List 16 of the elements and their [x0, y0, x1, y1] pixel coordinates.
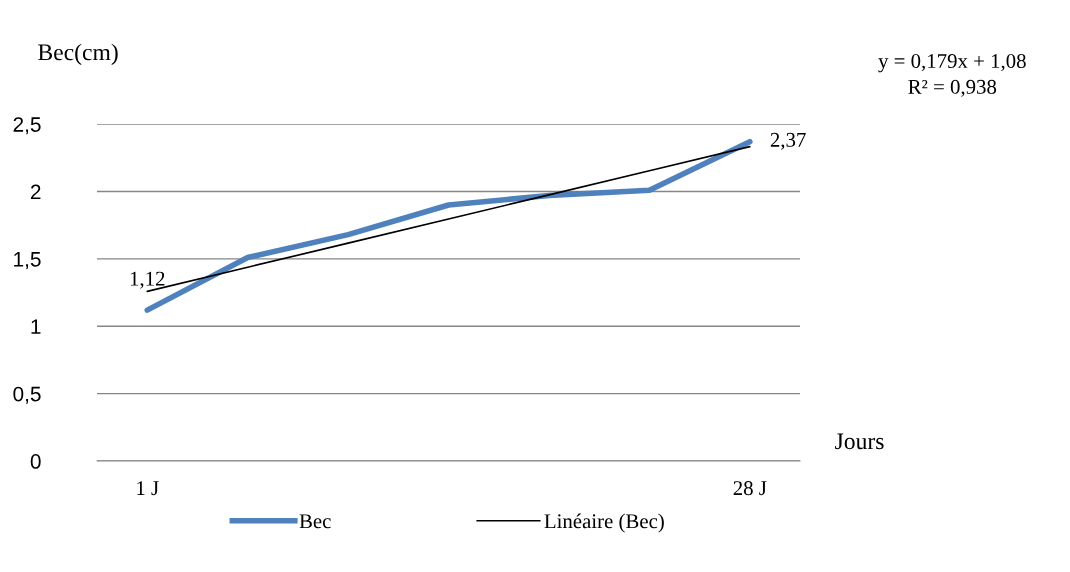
y-tick-label: 2,5	[13, 117, 41, 135]
y-tick-label: 2	[30, 184, 41, 200]
y-tick-label: 0	[30, 454, 41, 469]
legend-label: Bec	[299, 514, 331, 529]
legend-label: Linéaire (Bec)	[544, 513, 664, 533]
text: R² = 0,938	[908, 79, 997, 97]
data-label: 1,12	[130, 271, 165, 289]
x-tick-label: 1 J	[137, 481, 159, 496]
x-tick-label: 28 J	[733, 481, 767, 496]
y-tick-label: 1,5	[14, 252, 41, 270]
data-label: 2,37	[770, 132, 806, 150]
x-axis-title: Jours	[835, 433, 884, 450]
y-tick-label: 1	[31, 319, 41, 334]
text: y = 0,179x + 1,08	[878, 54, 1026, 73]
y-tick-label: 0,5	[13, 386, 41, 404]
y-axis-title: Bec(cm)	[38, 43, 118, 66]
